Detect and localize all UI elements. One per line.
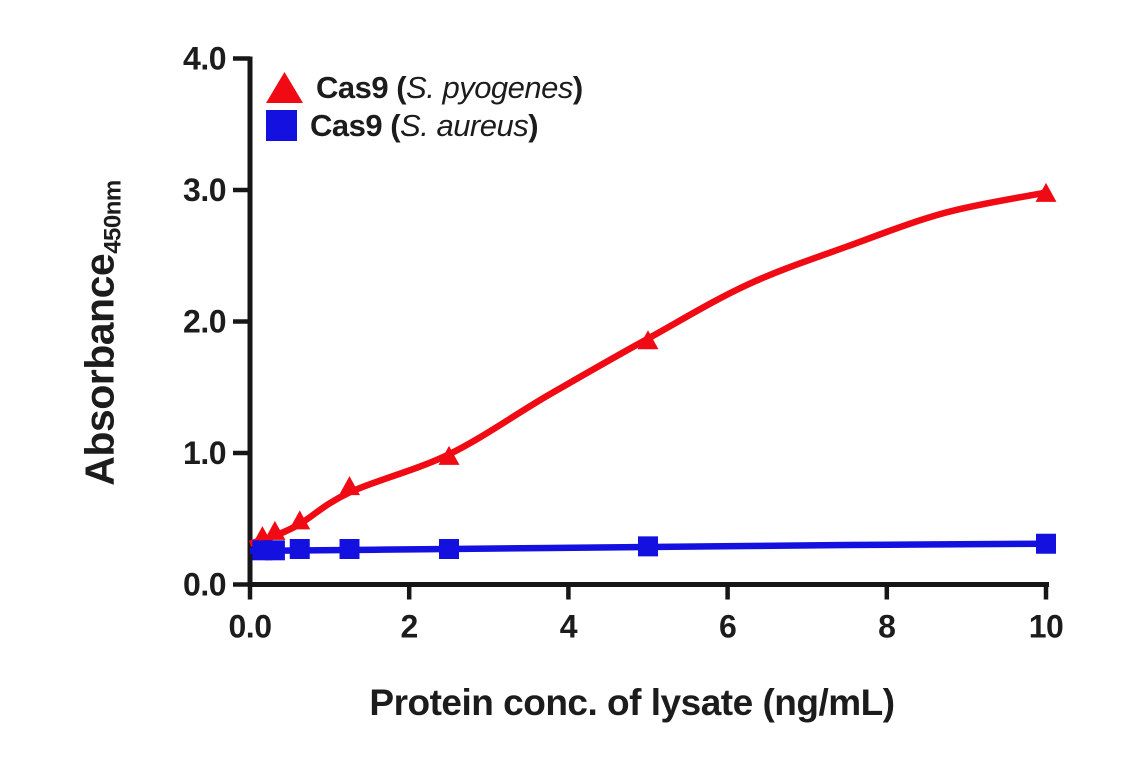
legend-marker-square-icon xyxy=(266,110,297,141)
data-point-square-cas9-s-aureus xyxy=(1036,533,1056,554)
data-point-square-cas9-s-aureus xyxy=(339,538,360,559)
data-point-triangle-cas9-s-pyogenes xyxy=(438,445,460,465)
data-point-triangle-cas9-s-pyogenes xyxy=(264,520,286,540)
data-point-triangle-cas9-s-pyogenes xyxy=(637,330,659,350)
data-point-triangle-cas9-s-pyogenes xyxy=(289,510,311,530)
y-tick-label: 0.0 xyxy=(183,567,226,603)
y-tick-label: 2.0 xyxy=(183,304,226,340)
legend-marker-triangle-icon xyxy=(266,72,303,103)
legend: Cas9 (S. pyogenes) Cas9 (S. aureus) xyxy=(266,72,583,141)
data-point-square-cas9-s-aureus xyxy=(289,538,310,559)
data-point-square-cas9-s-aureus xyxy=(638,536,658,557)
data-point-square-cas9-s-aureus xyxy=(439,538,459,559)
y-axis-title-subscript: 450nm xyxy=(99,180,127,254)
data-point-triangle-cas9-s-pyogenes xyxy=(339,476,360,496)
y-tick-label: 3.0 xyxy=(183,172,226,208)
y-tick-label: 1.0 xyxy=(183,435,226,471)
x-tick-label: 0.0 xyxy=(229,609,272,645)
data-point-square-cas9-s-aureus xyxy=(264,540,285,561)
legend-label-cas9-pyogenes: Cas9 (S. pyogenes) xyxy=(316,70,583,105)
series-curve-cas9-s-pyogenes xyxy=(249,189,1047,547)
legend-item-cas9-aureus: Cas9 (S. aureus) xyxy=(266,110,583,141)
legend-item-cas9-pyogenes: Cas9 (S. pyogenes) xyxy=(266,72,583,103)
x-tick-label: 4 xyxy=(560,609,578,645)
x-tick-label: 10 xyxy=(1029,609,1064,645)
data-point-triangle-cas9-s-pyogenes xyxy=(1035,182,1057,202)
x-tick-label: 2 xyxy=(401,609,418,645)
x-tick-label: 6 xyxy=(719,609,736,645)
y-tick-label: 4.0 xyxy=(183,41,226,77)
x-axis-title: Protein conc. of lysate (ng/mL) xyxy=(369,682,895,723)
x-tick-label: 8 xyxy=(878,609,895,645)
legend-label-cas9-aureus: Cas9 (S. aureus) xyxy=(310,108,539,143)
y-axis-title: Absorbance450nm xyxy=(76,180,127,486)
